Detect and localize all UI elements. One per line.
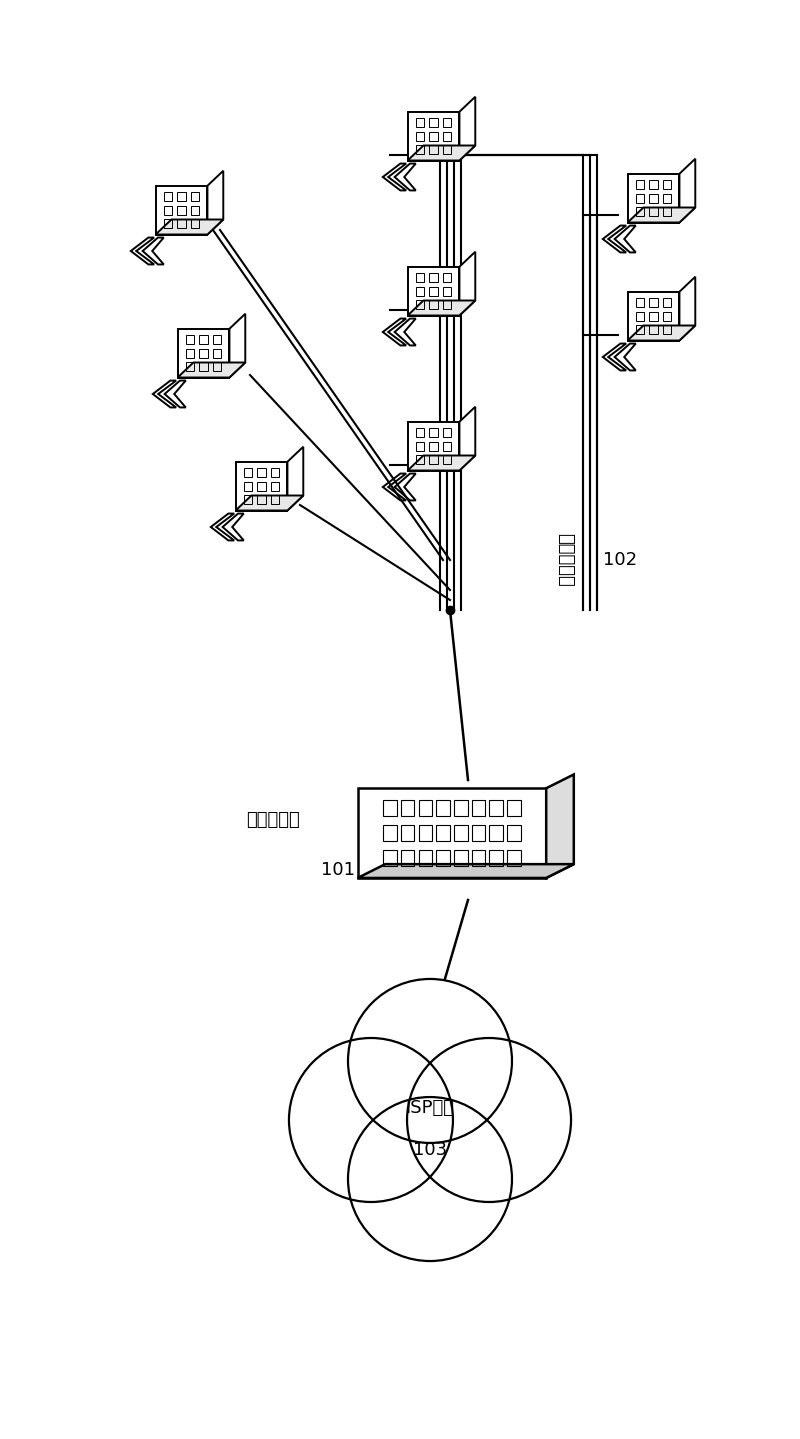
Text: ISP网络: ISP网络 bbox=[406, 1099, 454, 1117]
Polygon shape bbox=[408, 456, 475, 471]
Text: 101: 101 bbox=[321, 861, 355, 879]
Polygon shape bbox=[235, 495, 303, 511]
Circle shape bbox=[348, 979, 512, 1143]
Polygon shape bbox=[546, 774, 574, 878]
Polygon shape bbox=[408, 145, 475, 161]
Polygon shape bbox=[287, 446, 303, 511]
Text: 中央办公室: 中央办公室 bbox=[246, 812, 300, 829]
Polygon shape bbox=[235, 462, 287, 511]
Polygon shape bbox=[178, 363, 246, 377]
Polygon shape bbox=[679, 158, 695, 223]
Polygon shape bbox=[358, 789, 546, 878]
Polygon shape bbox=[628, 325, 695, 341]
Circle shape bbox=[348, 1097, 512, 1261]
Polygon shape bbox=[155, 186, 207, 235]
Text: 102: 102 bbox=[603, 551, 637, 568]
Text: 无源分光器: 无源分光器 bbox=[556, 532, 574, 587]
Circle shape bbox=[289, 1038, 453, 1202]
Polygon shape bbox=[408, 112, 459, 161]
Polygon shape bbox=[408, 301, 475, 315]
Polygon shape bbox=[178, 328, 230, 377]
Polygon shape bbox=[679, 276, 695, 341]
Polygon shape bbox=[459, 252, 475, 315]
Text: 103: 103 bbox=[413, 1141, 447, 1158]
Polygon shape bbox=[628, 207, 695, 223]
Circle shape bbox=[407, 1038, 571, 1202]
Polygon shape bbox=[358, 865, 574, 878]
Polygon shape bbox=[628, 292, 679, 341]
Polygon shape bbox=[155, 220, 223, 235]
Polygon shape bbox=[408, 422, 459, 471]
Polygon shape bbox=[207, 171, 223, 235]
Polygon shape bbox=[408, 266, 459, 315]
Polygon shape bbox=[459, 407, 475, 471]
Polygon shape bbox=[628, 174, 679, 223]
Polygon shape bbox=[459, 96, 475, 161]
Polygon shape bbox=[230, 314, 246, 377]
